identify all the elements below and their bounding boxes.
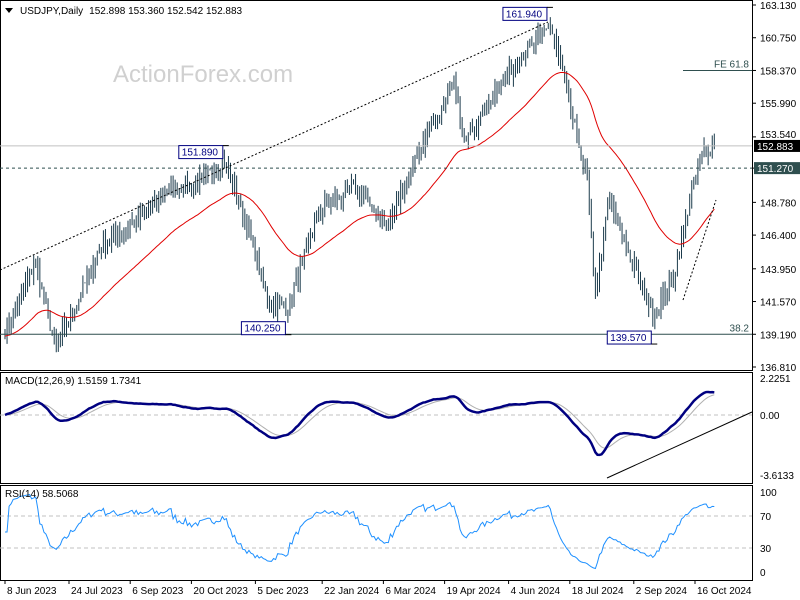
price-panel: [0, 0, 753, 371]
rsi-tick-label: 0: [760, 568, 766, 579]
macd-label: MACD(12,26,9) 1.5159 1.7341: [5, 376, 142, 387]
price-annotation: 161.940: [506, 9, 543, 20]
price-annotation-box: [502, 6, 548, 21]
date-tick-label: 2 Sep 2024: [636, 586, 688, 597]
price-tick-label: 158.370: [760, 66, 797, 77]
price-annotation: 151.890: [182, 148, 219, 159]
price-tick-label: 141.570: [760, 298, 797, 309]
date-tick-label: 16 Oct 2024: [697, 586, 752, 597]
trendline: [0, 21, 549, 271]
trendline: [682, 199, 717, 301]
price-annotation-box: [178, 145, 224, 160]
date-tick-label: 24 Jul 2023: [71, 586, 123, 597]
current-price-badge: [754, 139, 800, 152]
price-tick-label: 146.400: [760, 231, 797, 242]
date-tick-label: 22 Jan 2024: [324, 586, 379, 597]
date-tick-label: 6 Mar 2024: [385, 586, 436, 597]
price-tick-label: 148.780: [760, 198, 797, 209]
macd-trendline: [606, 411, 753, 479]
price-tick-label: 163.130: [760, 1, 797, 12]
rsi-tick-label: 100: [760, 488, 777, 499]
current-price-text: 152.883: [757, 142, 794, 153]
macd-tick-label: 0.00: [760, 411, 780, 422]
rsi-line: [5, 494, 715, 570]
date-tick-label: 6 Sep 2023: [132, 586, 184, 597]
date-tick-label: 19 Apr 2024: [447, 586, 501, 597]
date-tick-label: 8 Jun 2023: [7, 586, 57, 597]
fib-label: 38.2: [730, 323, 750, 334]
date-tick-label: 18 Jul 2024: [572, 586, 624, 597]
price-tick-label: 153.540: [760, 130, 797, 141]
macd-tick-label: 2.2251: [760, 374, 791, 385]
rsi-label: RSI(14) 58.5068: [5, 489, 79, 500]
price-annotation-box: [240, 321, 286, 336]
rsi-tick-label: 30: [760, 544, 772, 555]
rsi-panel: [0, 485, 753, 581]
level-text: 151.270: [757, 164, 794, 175]
watermark: ActionForex.com: [113, 61, 293, 88]
macd-panel: [0, 372, 753, 484]
date-tick-label: 20 Oct 2023: [193, 586, 248, 597]
level-badge: [754, 162, 800, 175]
price-tick-label: 160.750: [760, 34, 797, 45]
fib-label: FE 61.8: [714, 59, 749, 70]
price-annotation-box: [606, 330, 652, 345]
moving-average-line: [4, 71, 715, 337]
macd-line: [4, 390, 715, 457]
ohlc-values: 152.898 153.360 152.542 152.883: [89, 6, 242, 17]
price-tick-label: 143.950: [760, 265, 797, 276]
rsi-tick-label: 70: [760, 512, 772, 523]
price-annotation: 139.570: [610, 333, 647, 344]
macd-signal-line: [4, 394, 715, 449]
collapse-triangle-icon[interactable]: [5, 8, 13, 13]
price-tick-label: 155.990: [760, 99, 797, 110]
price-tick-label: 136.810: [760, 363, 797, 374]
macd-tick-label: -3.6133: [760, 471, 794, 482]
price-tick-label: 139.190: [760, 330, 797, 341]
symbol: USDJPY,Daily: [20, 6, 83, 17]
date-tick-label: 5 Dec 2023: [257, 586, 309, 597]
price-annotation: 140.250: [244, 324, 281, 335]
chart-header: USDJPY,Daily 152.898 153.360 152.542 152.…: [20, 6, 243, 17]
date-tick-label: 4 Jun 2024: [511, 586, 561, 597]
